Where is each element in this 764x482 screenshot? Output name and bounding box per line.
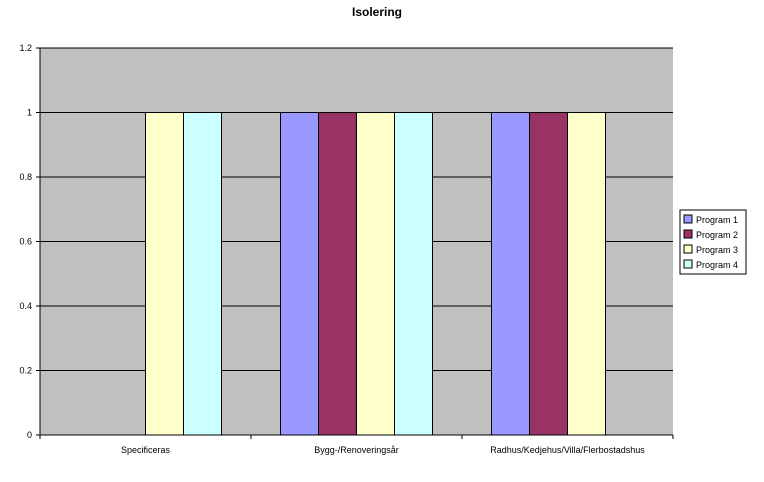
bar-program-3-1: [356, 112, 395, 436]
y-tick-label: 0.6: [19, 237, 32, 247]
y-tick-label: 0: [27, 430, 32, 440]
bars: [145, 112, 606, 436]
x-axis-categories: Specificeras Bygg-/Renoveringsår Radhus/Ke…: [39, 435, 674, 455]
bar-program-3-2: [567, 112, 606, 436]
legend-label: Program 4: [696, 260, 738, 270]
y-tick-label: 1.2: [19, 43, 32, 53]
bar-program-1-2: [491, 112, 530, 436]
legend-label: Program 3: [696, 245, 738, 255]
y-tick-label: 0.8: [19, 172, 32, 182]
bar-program-2-2: [529, 112, 568, 436]
legend-swatch: [683, 214, 693, 224]
bar-program-3-0: [145, 112, 184, 436]
bar-program-2-1: [318, 112, 357, 436]
legend-label: Program 1: [696, 215, 738, 225]
bar-program-4-0: [183, 112, 222, 436]
y-axis-ticks: 0 0.2 0.4 0.6 0.8 1 1.2: [19, 43, 40, 440]
bar-program-1-1: [280, 112, 319, 436]
y-tick-label: 1: [27, 108, 32, 118]
legend-swatch: [683, 229, 693, 239]
chart-title: Isolering: [352, 5, 402, 19]
legend: Program 1 Program 2 Program 3 Program 4: [679, 209, 747, 275]
y-tick-label: 0.4: [19, 301, 32, 311]
x-category-label: Specificeras: [121, 445, 171, 455]
y-tick-label: 0.2: [19, 366, 32, 376]
legend-swatch: [683, 259, 693, 269]
legend-swatch: [683, 244, 693, 254]
legend-label: Program 2: [696, 230, 738, 240]
x-category-label: Bygg-/Renoveringsår: [314, 445, 399, 455]
bar-program-4-1: [394, 112, 433, 436]
x-category-label: Radhus/Kedjehus/Villa/Flerbostadshus: [490, 445, 645, 455]
